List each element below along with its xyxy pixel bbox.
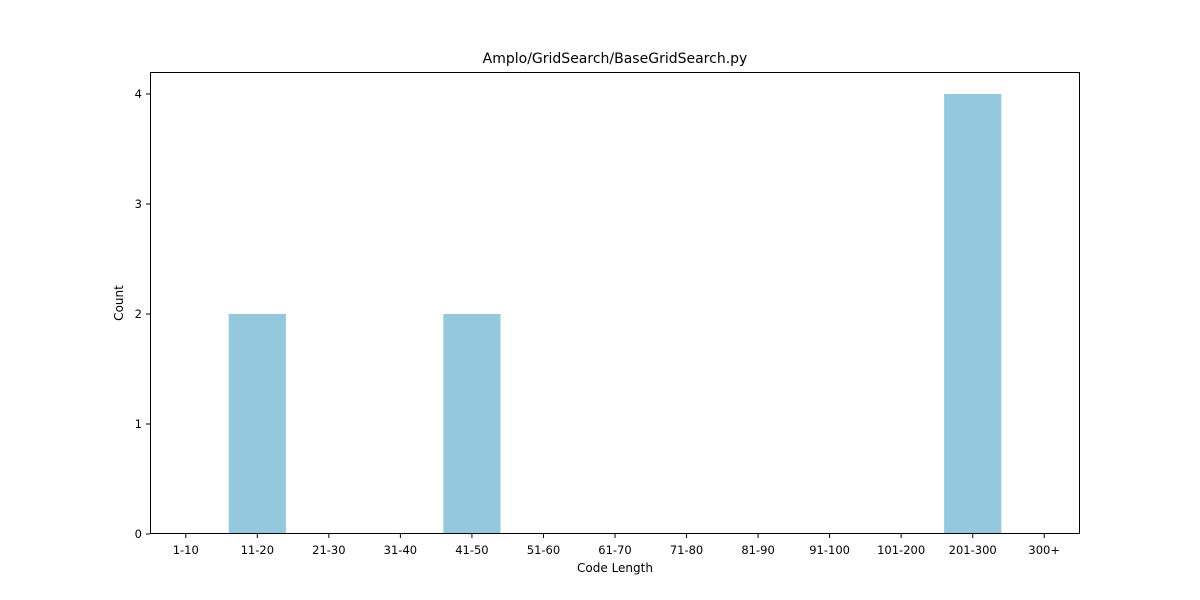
x-axis-label: Code Length (577, 561, 653, 575)
y-tick-label: 2 (135, 307, 142, 321)
x-tick-label: 11-20 (241, 543, 274, 557)
x-tick-label: 300+ (1028, 543, 1060, 557)
x-tick-label: 41-50 (455, 543, 488, 557)
y-tick-label: 4 (135, 87, 142, 101)
bars-group (229, 94, 1002, 534)
x-tick-label: 101-200 (877, 543, 925, 557)
x-tick-label: 21-30 (312, 543, 345, 557)
x-tick-label: 81-90 (741, 543, 774, 557)
x-tick-label: 51-60 (527, 543, 560, 557)
y-tick-label: 1 (135, 417, 142, 431)
bar-201-300 (944, 94, 1001, 534)
plot-frame (151, 73, 1080, 534)
bar-11-20 (229, 314, 286, 534)
x-tick-label: 1-10 (173, 543, 199, 557)
x-tick-label: 71-80 (670, 543, 703, 557)
x-tick-label: 61-70 (598, 543, 631, 557)
x-axis: 1-10 11-20 21-30 31-40 41-50 51-60 61-70 71-80 8… (173, 534, 1060, 557)
chart-title: Amplo/GridSearch/BaseGridSearch.py (483, 51, 748, 67)
x-tick-label: 31-40 (384, 543, 417, 557)
y-axis-label: Count (112, 285, 126, 321)
x-tick-label: 201-300 (949, 543, 997, 557)
x-tick-label: 91-100 (809, 543, 850, 557)
y-tick-label: 0 (135, 527, 142, 541)
bar-41-50 (443, 314, 500, 534)
y-axis: 0 1 2 3 4 (135, 87, 150, 541)
y-tick-label: 3 (135, 197, 142, 211)
